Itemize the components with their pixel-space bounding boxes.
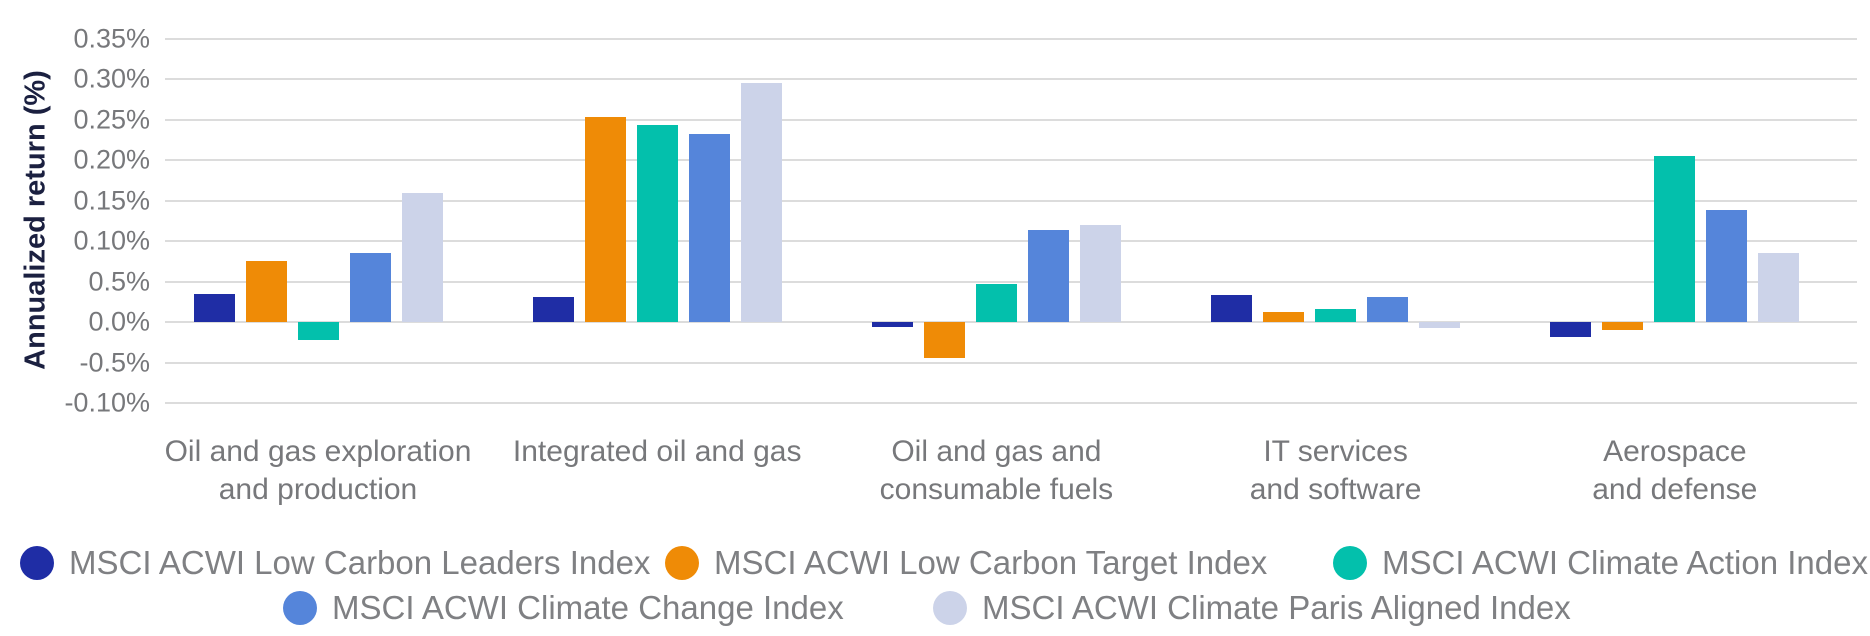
x-category-label-line: Aerospace: [1603, 435, 1747, 468]
bar: [1315, 309, 1357, 323]
legend-item: MSCI ACWI Low Carbon Leaders Index: [20, 544, 651, 581]
bar: [1602, 322, 1644, 331]
gridline: [165, 401, 1857, 404]
legend-swatch-icon: [933, 591, 967, 625]
legend-label: MSCI ACWI Climate Paris Aligned Index: [982, 589, 1571, 626]
y-tick-label: -0.5%: [79, 347, 150, 378]
x-category-label-line: Oil and gas exploration: [164, 435, 472, 468]
bar: [636, 124, 678, 323]
y-tick-label: 0.35%: [73, 23, 150, 54]
bar: [871, 322, 913, 327]
y-tick-label: 0.5%: [88, 266, 150, 297]
bar: [1706, 210, 1748, 323]
x-category-label: Integrated oil and gas: [447, 433, 867, 471]
bar: [1367, 297, 1409, 323]
x-category-label: IT services and software: [1126, 433, 1546, 509]
x-category-label: Oil and gas exploration and production: [108, 433, 528, 509]
gridline: [165, 361, 1857, 364]
legend-item: MSCI ACWI Climate Paris Aligned Index: [933, 589, 1571, 626]
legend-swatch-icon: [283, 591, 317, 625]
gridline: [165, 159, 1857, 162]
legend-item: MSCI ACWI Climate Action Index: [1333, 544, 1868, 581]
y-tick-label: 0.0%: [88, 306, 150, 337]
legend-item: MSCI ACWI Low Carbon Target Index: [665, 544, 1268, 581]
bar: [245, 261, 287, 323]
x-category-label-line: and software: [1249, 473, 1422, 506]
x-category-label-line: consumable fuels: [879, 473, 1114, 506]
gridline: [165, 321, 1857, 324]
gridline: [165, 78, 1857, 81]
x-category-label-line: and production: [218, 473, 418, 506]
legend-label: MSCI ACWI Climate Action Index: [1382, 544, 1868, 581]
x-category-label-line: IT services: [1263, 435, 1408, 468]
bar: [1550, 322, 1592, 337]
bar: [688, 133, 730, 323]
bar: [975, 284, 1017, 323]
bar: [1079, 225, 1121, 323]
bar: [1654, 156, 1696, 323]
y-tick-label: 0.30%: [73, 63, 150, 94]
y-tick-label: 0.10%: [73, 225, 150, 256]
gridline: [165, 118, 1857, 121]
gridline: [165, 240, 1857, 243]
legend-swatch-icon: [1333, 546, 1367, 580]
bar: [297, 322, 339, 340]
bar: [1211, 294, 1253, 323]
legend-label: MSCI ACWI Climate Change Index: [332, 589, 844, 626]
bar: [1758, 252, 1800, 323]
gridline: [165, 199, 1857, 202]
bar: [584, 117, 626, 323]
y-tick-label: 0.15%: [73, 185, 150, 216]
legend-swatch-icon: [20, 546, 54, 580]
legend-label: MSCI ACWI Low Carbon Leaders Index: [69, 544, 651, 581]
legend-item: MSCI ACWI Climate Change Index: [283, 589, 844, 626]
bar: [1419, 322, 1461, 328]
y-tick-label: -0.10%: [64, 387, 150, 418]
legend-label: MSCI ACWI Low Carbon Target Index: [714, 544, 1268, 581]
bar: [401, 192, 443, 323]
x-category-label-line: and defense: [1592, 473, 1758, 506]
legend-swatch-icon: [665, 546, 699, 580]
bar: [349, 253, 391, 323]
x-category-label: Oil and gas and consumable fuels: [786, 433, 1206, 509]
x-category-label-line: Integrated oil and gas: [512, 435, 802, 468]
bar: [1263, 312, 1305, 323]
x-category-label-line: Oil and gas and: [891, 435, 1102, 468]
bar: [923, 322, 965, 358]
bar: [532, 297, 574, 323]
bar: [1027, 229, 1069, 323]
plot-area: [165, 0, 1857, 430]
bar: [740, 83, 782, 323]
x-category-label: Aerospace and defense: [1465, 433, 1870, 509]
y-tick-label: 0.25%: [73, 104, 150, 135]
gridline: [165, 38, 1857, 40]
gridline: [165, 280, 1857, 283]
y-tick-label: 0.20%: [73, 144, 150, 175]
bar: [193, 293, 235, 323]
